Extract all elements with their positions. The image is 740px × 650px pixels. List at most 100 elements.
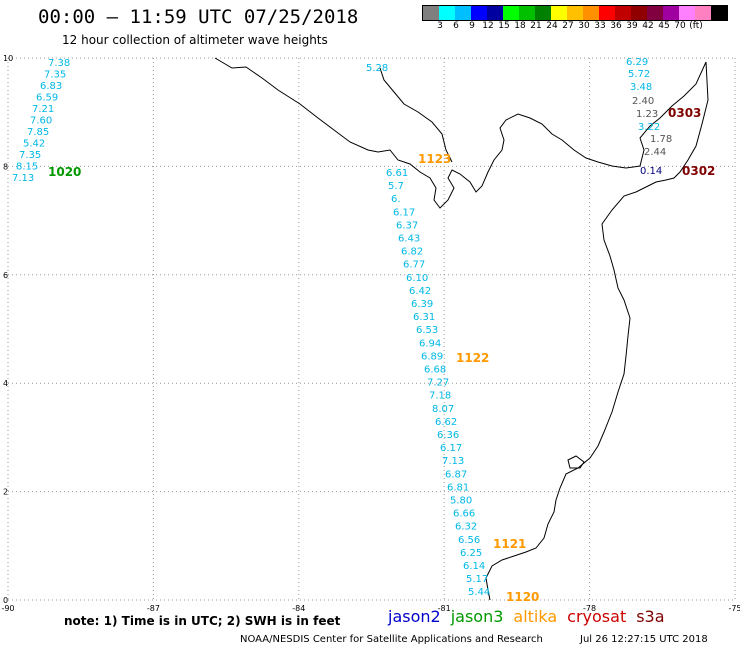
colorbar-label: 6: [453, 21, 459, 31]
track-1120-time: 1120: [506, 590, 539, 604]
colorbar-label: 30: [578, 21, 590, 31]
colorbar-label: 39: [626, 21, 638, 31]
coastline-island: [567, 455, 585, 469]
legend-item-s3a: s3a: [636, 607, 665, 626]
track-1123-height: 6.66: [453, 509, 475, 520]
lon-tick-label: -75: [728, 604, 740, 613]
track-1123-height: 6.10: [406, 273, 428, 284]
track-labels: 7.387.356.836.597.217.607.855.427.358.15…: [12, 57, 715, 604]
track-1123-height: 6.77: [403, 260, 425, 271]
colorbar-segment: [647, 6, 663, 20]
track-1123-height: 6.: [391, 194, 401, 205]
coastline-panama-colombia: [214, 57, 709, 601]
track-1020-height: 7.21: [32, 104, 54, 115]
track-1123-height: 7.18: [429, 391, 451, 402]
track-0303-height: 5.72: [628, 69, 650, 80]
colorbar-label: 18: [514, 21, 526, 31]
track-0303-height: 1.78: [650, 134, 672, 145]
track-1123-height: 6.39: [411, 299, 433, 310]
colorbar-segment: [439, 6, 455, 20]
lat-tick-label: 0: [3, 596, 8, 605]
satellite-legend: jason2 jason3 altika cryosat s3a: [388, 607, 675, 629]
track-1123-height: 7.27: [427, 378, 449, 389]
colorbar-segment: [535, 6, 551, 20]
colorbar-segment: [487, 6, 503, 20]
track-1123-height: 6.42: [409, 286, 431, 297]
track-1020-height: 5.42: [23, 139, 45, 150]
track-1123-height: 6.87: [445, 469, 467, 480]
colorbar-segment: [583, 6, 599, 20]
lon-tick-label: -81: [438, 604, 451, 613]
lon-tick-label: -84: [292, 604, 305, 613]
lon-tick-label: -90: [1, 604, 14, 613]
track-1020-height: 6.59: [36, 93, 58, 104]
track-1123-height: 5.17: [466, 574, 488, 585]
track-1123-height: 6.25: [460, 548, 482, 559]
track-0303-height: 2.40: [632, 96, 654, 107]
track-1123-height: 6.82: [401, 247, 423, 258]
colorbar-segment: [519, 6, 535, 20]
page-title: 00:00 – 11:59 UTC 07/25/2018: [38, 6, 359, 28]
colorbar-label: 33: [594, 21, 606, 31]
colorbar-label: 42: [642, 21, 654, 31]
credit-text: NOAA/NESDIS Center for Satellite Applica…: [240, 634, 543, 645]
colorbar-segment: [679, 6, 695, 20]
coastline-gulf-panama: [379, 67, 453, 163]
track-0303-height: 3.22: [638, 122, 660, 133]
track-1123-height: 6.31: [413, 312, 435, 323]
colorbar-label: 27: [562, 21, 574, 31]
colorbar-label: 9: [469, 21, 475, 31]
track-1123-height: 5.44: [468, 587, 490, 598]
wave-height-colorbar: [422, 5, 728, 21]
coastline: [214, 57, 709, 601]
track-1123-height: 6.56: [458, 535, 480, 546]
track-1123-height: 8.07: [432, 404, 454, 415]
grid-lines: [7, 57, 736, 601]
track-1123-height: 6.81: [447, 482, 469, 493]
colorbar-label: 15: [498, 21, 510, 31]
colorbar-segment: [423, 6, 439, 20]
lat-tick-label: 4: [3, 379, 8, 388]
colorbar-segment: [551, 6, 567, 20]
colorbar-label: 70: [674, 21, 686, 31]
lon-tick-label: -78: [583, 604, 596, 613]
track-1020-height: 7.85: [27, 127, 49, 138]
track-1122-time: 1122: [456, 351, 489, 365]
colorbar-label: (ft): [689, 21, 703, 31]
track-0303-height: 3.48: [630, 82, 652, 93]
track-1123-height: 6.36: [437, 430, 459, 441]
track-1020-height: 6.83: [40, 81, 62, 92]
track-1020-height: 7.38: [48, 58, 70, 69]
colorbar-segment: [471, 6, 487, 20]
colorbar-label: 24: [546, 21, 558, 31]
track-1123-height: 6.32: [455, 522, 477, 533]
track-0303-height: 0.14: [640, 166, 662, 177]
track-1121-time: 1121: [493, 537, 526, 551]
track-1123-height: 6.62: [435, 417, 457, 428]
legend-item-jason3: jason3: [450, 607, 504, 626]
colorbar-label: 36: [610, 21, 622, 31]
colorbar-label: 3: [437, 21, 443, 31]
legend-item-cryosat: cryosat: [567, 607, 627, 626]
track-1020-height: 7.35: [19, 150, 41, 161]
colorbar-label: 21: [530, 21, 542, 31]
legend-item-altika: altika: [513, 607, 558, 626]
track-0303-height: 2.44: [644, 147, 666, 158]
track-1123-height: 7.13: [442, 456, 464, 467]
track-1020-height: 7.60: [30, 116, 52, 127]
track-1123-height: 6.37: [396, 220, 418, 231]
lat-tick-label: 6: [3, 271, 8, 280]
colorbar-segment: [695, 6, 711, 20]
track-1123-height: 5.7: [388, 181, 404, 192]
units-note: note: 1) Time is in UTC; 2) SWH is in fe…: [64, 614, 341, 628]
track-1123-height: 6.94: [419, 338, 441, 349]
lat-tick-label: 2: [3, 488, 8, 497]
track-0303-height: 6.29: [626, 57, 648, 68]
track-1123-height: 6.17: [393, 207, 415, 218]
track-0303-height: 1.23: [636, 109, 658, 120]
colorbar-segment: [663, 6, 679, 20]
colorbar-segment: [567, 6, 583, 20]
track-0302-time: 0302: [682, 164, 715, 178]
